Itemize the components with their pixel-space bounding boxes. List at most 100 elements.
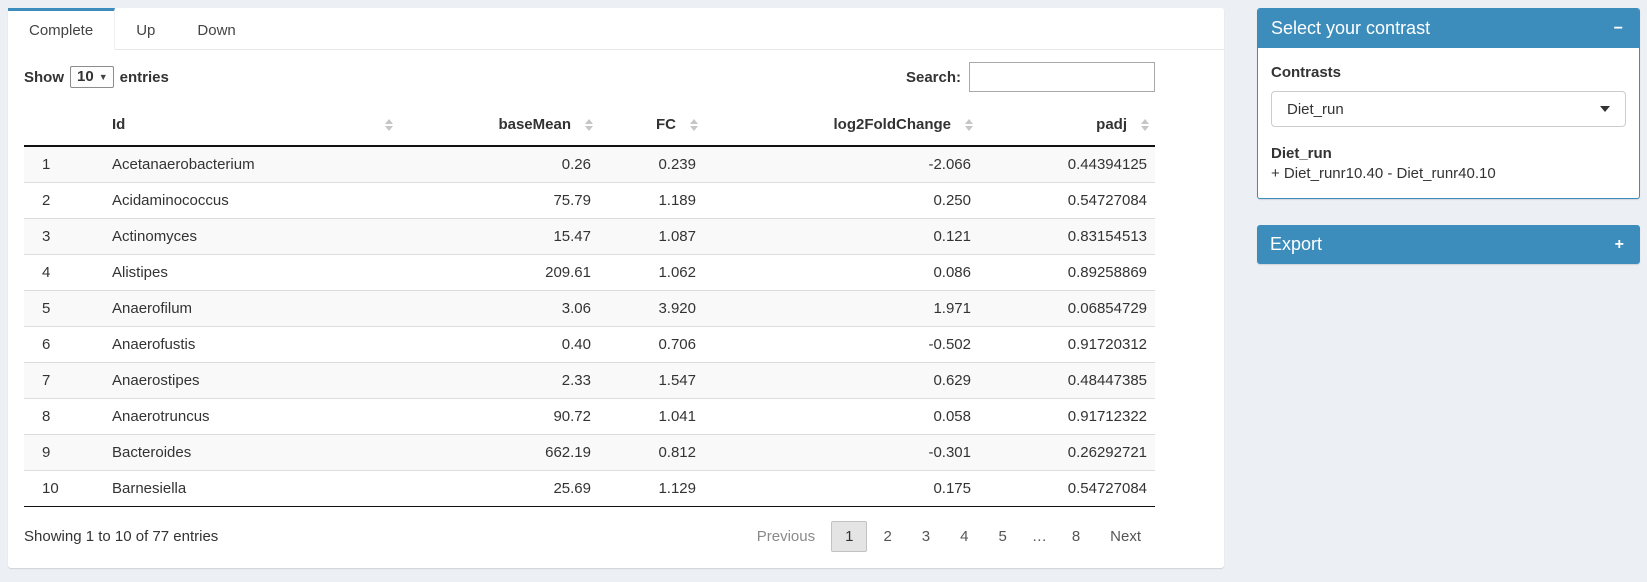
table-row: 8 Anaerotruncus 90.72 1.041 0.058 0.91712322 <box>24 399 1155 435</box>
entries-select-value: 10 <box>77 68 94 85</box>
cell-id: Actinomyces <box>112 228 198 245</box>
cell-fc: 1.189 <box>658 192 696 209</box>
search-input[interactable] <box>969 62 1155 92</box>
table-row: 9 Bacteroides 662.19 0.812 -0.301 0.26292721 <box>24 434 1155 471</box>
column-header-id[interactable]: Id <box>104 104 399 147</box>
table-row: 5 Anaerofilum 3.06 3.920 1.971 0.06854729 <box>24 290 1155 327</box>
column-header-fc[interactable]: FC <box>599 104 704 147</box>
cell-baseMean: 0.26 <box>561 156 591 173</box>
cell-fc: 0.706 <box>658 336 696 353</box>
contrasts-label: Contrasts <box>1271 64 1342 81</box>
cell-padj: 0.26292721 <box>1067 444 1147 461</box>
tab-down[interactable]: Down <box>176 8 256 50</box>
table-footer: Showing 1 to 10 of 77 entries Previous 1 2… <box>24 507 1155 552</box>
entries-length-control: Show 10 ▼ entries <box>24 66 169 88</box>
cell-padj: 0.44394125 <box>1067 156 1147 173</box>
contrast-box: Select your contrast − Contrasts Diet_ru… <box>1257 8 1640 199</box>
cell-fc: 1.087 <box>658 228 696 245</box>
collapse-icon[interactable]: − <box>1613 19 1623 37</box>
cell-baseMean: 25.69 <box>553 480 591 497</box>
page-button-1[interactable]: 1 <box>831 521 868 552</box>
cell-log2fc: 0.121 <box>933 228 971 245</box>
cell-log2fc: -0.301 <box>928 444 971 461</box>
cell-fc: 1.041 <box>658 408 696 425</box>
page-button-3[interactable]: 3 <box>921 528 931 545</box>
cell-log2fc: 0.629 <box>933 372 971 389</box>
page-button-5[interactable]: 5 <box>998 528 1007 545</box>
entries-select[interactable]: 10 ▼ <box>70 66 114 88</box>
column-header-padj[interactable]: padj <box>979 104 1155 147</box>
cell-log2fc: 0.058 <box>933 408 971 425</box>
page-button-previous[interactable]: Previous <box>756 528 816 545</box>
cell-id: Anaerotruncus <box>112 408 210 425</box>
table-row: 4 Alistipes 209.61 1.062 0.086 0.89258869 <box>24 255 1155 291</box>
sort-arrows-icon <box>385 118 393 131</box>
table-row: 7 Anaerostipes 2.33 1.547 0.629 0.48447385 <box>24 362 1155 399</box>
cell-id: Anaerostipes <box>112 372 200 389</box>
page-button-next[interactable]: Next <box>1110 528 1141 545</box>
cell-num: 5 <box>42 300 51 317</box>
column-header-label: FC <box>656 116 676 133</box>
tab-label: Down <box>197 22 236 39</box>
page-button-8[interactable]: 8 <box>1071 528 1081 545</box>
cell-log2fc: -2.066 <box>928 156 971 173</box>
cell-id: Bacteroides <box>112 444 192 461</box>
cell-fc: 1.129 <box>658 480 696 497</box>
tab-bar: Complete Up Down <box>8 8 1224 50</box>
sort-arrows-icon <box>1141 118 1149 131</box>
cell-num: 3 <box>42 228 51 245</box>
cell-log2fc: 0.250 <box>933 192 971 209</box>
cell-padj: 0.48447385 <box>1067 372 1147 389</box>
cell-num: 1 <box>42 156 51 173</box>
tab-complete[interactable]: Complete <box>8 8 116 50</box>
pagination: Previous 1 2 3 4 5 … 8 Next <box>741 521 1155 552</box>
column-header-label: baseMean <box>498 116 571 133</box>
cell-baseMean: 0.40 <box>561 336 591 353</box>
results-panel: Complete Up Down Show 10 ▼ entries Search: <box>8 8 1224 568</box>
cell-log2fc: 0.175 <box>933 480 971 497</box>
datatable-container: Show 10 ▼ entries Search: Id baseMe <box>8 50 1224 568</box>
cell-num: 8 <box>42 408 51 425</box>
column-header-label: Id <box>112 116 126 133</box>
page-button-2[interactable]: 2 <box>883 528 892 545</box>
page-button-…: … <box>1031 528 1047 545</box>
tab-label: Complete <box>29 22 94 39</box>
dropdown-caret-icon <box>1600 106 1610 112</box>
cell-num: 6 <box>42 336 51 353</box>
cell-num: 7 <box>42 372 51 389</box>
select-caret-icon: ▼ <box>98 71 108 82</box>
export-box-title: Export <box>1270 234 1323 254</box>
search-control: Search: <box>906 62 1155 92</box>
export-box: Export + <box>1257 225 1640 264</box>
cell-num: 10 <box>42 480 59 497</box>
column-header-num <box>24 104 104 147</box>
column-header-log2fc[interactable]: log2FoldChange <box>704 104 979 147</box>
cell-baseMean: 3.06 <box>561 300 591 317</box>
sort-arrows-icon <box>585 118 593 131</box>
contrast-detail-text: + Diet_runr10.40 - Diet_runr40.10 <box>1271 165 1496 182</box>
tab-up[interactable]: Up <box>115 8 176 50</box>
table-row: 10 Barnesiella 25.69 1.129 0.175 0.54727084 <box>24 471 1155 507</box>
table-info: Showing 1 to 10 of 77 entries <box>24 528 219 545</box>
page-button-4[interactable]: 4 <box>960 528 969 545</box>
results-table: Id baseMean FC log2FoldChange padj 1 Acetanae… <box>24 104 1155 507</box>
cell-padj: 0.54727084 <box>1067 192 1147 209</box>
sort-arrows-icon <box>690 118 698 131</box>
column-header-baseMean[interactable]: baseMean <box>399 104 599 147</box>
column-header-label: padj <box>1096 116 1127 133</box>
cell-log2fc: -0.502 <box>928 336 971 353</box>
cell-id: Acetanaerobacterium <box>112 156 255 173</box>
expand-icon[interactable]: + <box>1614 235 1624 253</box>
sort-arrows-icon <box>965 118 973 131</box>
table-row: 6 Anaerofustis 0.40 0.706 -0.502 0.91720312 <box>24 327 1155 363</box>
cell-baseMean: 75.79 <box>553 192 591 209</box>
cell-fc: 1.062 <box>658 264 696 281</box>
table-header: Id baseMean FC log2FoldChange padj <box>24 104 1155 147</box>
cell-fc: 1.547 <box>658 372 696 389</box>
cell-baseMean: 662.19 <box>545 444 591 461</box>
cell-padj: 0.06854729 <box>1067 300 1147 317</box>
column-header-label: log2FoldChange <box>833 116 952 133</box>
cell-padj: 0.91720312 <box>1067 336 1147 353</box>
contrast-select-value: Diet_run <box>1287 100 1344 118</box>
contrast-select[interactable]: Diet_run <box>1271 91 1626 127</box>
